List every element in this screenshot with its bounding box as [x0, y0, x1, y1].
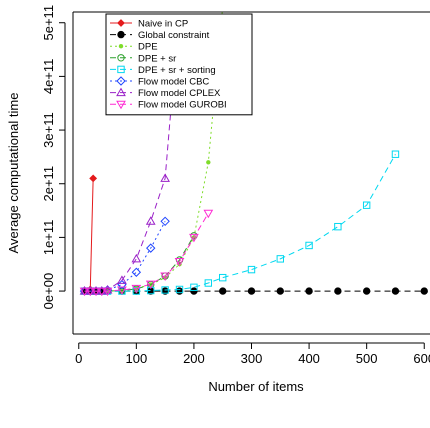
series-7-point-7 [131, 253, 142, 263]
series-2-point-11 [190, 287, 198, 295]
y-tick-label-4: 4e+11 [41, 59, 56, 95]
series-4-line [107, 235, 195, 292]
x-axis-title: Number of items [208, 379, 304, 394]
legend-entry-8: Flow model GUROBI [110, 100, 227, 111]
legend-marker-5 [117, 65, 125, 74]
series-5-point-16 [305, 241, 313, 250]
legend-label-3: DPE [138, 42, 158, 53]
x-tick-label-500: 500 [356, 351, 378, 366]
series-5-point-15 [276, 255, 284, 263]
axes-layer: 0 100 200 300 400 500 600 0e+00 1e+11 2e+11 3e+11 4… [41, 5, 430, 366]
series-5-point-11 [190, 283, 198, 292]
legend-entry-7: Flow model CPLEX [110, 87, 221, 99]
legend-entry-3: DPE [110, 42, 158, 53]
legend-marker-6 [116, 76, 126, 86]
y-tick-label-1: 1e+11 [41, 220, 56, 256]
series-6-point-7 [131, 267, 142, 277]
y-tick-label-2: 2e+11 [41, 166, 56, 202]
legend-label-8: Flow model GUROBI [138, 100, 227, 111]
y-tick-label-3: 3e+11 [41, 112, 56, 148]
series-2-point-12 [219, 287, 227, 295]
series-2-point-19 [420, 287, 428, 295]
series-8-line [84, 212, 209, 292]
series-5-point-19 [391, 150, 400, 158]
legend-entry-1: Naive in CP [110, 19, 188, 30]
series-1-point-4 [89, 174, 98, 183]
series-2-point-10 [175, 287, 184, 295]
series-2-point-15 [305, 287, 313, 295]
x-tick-label-0: 0 [75, 351, 82, 366]
series-8-point-10 [174, 258, 185, 267]
series-8-point-7 [131, 284, 142, 294]
series-2-point-16 [334, 287, 342, 295]
series-2-point-18 [391, 287, 400, 295]
legend-marker-7 [116, 87, 126, 97]
legend-label-1: Naive in CP [138, 19, 188, 30]
series-8-point-8 [145, 280, 156, 290]
x-tick-label-600: 600 [413, 351, 430, 366]
series-5-point-17 [334, 222, 342, 231]
series-7-point-8 [145, 216, 156, 225]
legend-box [105, 13, 253, 116]
series-8-point-4 [96, 287, 107, 297]
series-5 [80, 150, 400, 295]
series-layer [79, 12, 428, 297]
series-2-point-14 [276, 287, 284, 295]
series-3-point-8 [206, 160, 211, 165]
legend-entry-6: Flow model CBC [110, 76, 209, 88]
legend-entry-4: DPE + sr [110, 53, 176, 64]
legend-marker-3 [118, 44, 124, 49]
legend-marker-4 [117, 54, 125, 62]
legend-marker-8 [116, 100, 126, 110]
x-tick-label-200: 200 [183, 351, 205, 366]
series-8-point-12 [203, 209, 214, 219]
legend-entry-5: DPE + sr + sorting [110, 65, 216, 76]
legend-label-6: Flow model CBC [138, 77, 209, 88]
series-6-point-8 [146, 243, 156, 253]
series-5-point-13 [219, 273, 227, 282]
legend-entry-2: Global constraint [110, 30, 210, 41]
x-tick-label-100: 100 [125, 351, 147, 366]
series-5-point-9 [161, 286, 169, 294]
legend-label-4: DPE + sr [138, 53, 176, 64]
series-5-point-14 [247, 265, 256, 274]
series-8 [79, 209, 214, 297]
series-6-line [84, 221, 166, 292]
y-axis-title: Average computational time [6, 93, 21, 254]
x-tick-label-400: 400 [298, 351, 320, 366]
y-tick-label-0: 0e+00 [41, 273, 56, 310]
series-8-point-1 [79, 287, 90, 297]
series-7-point-9 [160, 173, 170, 182]
series-2-point-13 [247, 287, 256, 295]
legend-marker-2 [117, 30, 125, 39]
series-7-line [84, 12, 180, 292]
series-5-point-18 [362, 201, 371, 209]
series-8-point-3 [91, 287, 101, 297]
series-8-point-11 [189, 233, 199, 243]
series-5-point-10 [175, 285, 184, 294]
series-5-line [84, 153, 396, 292]
series-7-point-6 [117, 275, 127, 284]
legend-marker-1 [117, 19, 125, 27]
x-tick-label-300: 300 [241, 351, 263, 366]
series-6-point-9 [160, 216, 170, 227]
series-2-point-17 [362, 287, 371, 295]
series-3-line [107, 12, 223, 292]
series-8-point-2 [85, 287, 96, 297]
legend-label-5: DPE + sr + sorting [138, 65, 216, 76]
series-5-point-12 [204, 279, 213, 287]
legend-label-7: Flow model CPLEX [138, 88, 221, 99]
series-8-point-6 [117, 286, 127, 296]
legend-label-2: Global constraint [138, 30, 210, 41]
y-tick-label-5: 5e+11 [41, 5, 56, 41]
series-8-point-5 [102, 287, 113, 297]
series-8-point-9 [160, 272, 170, 282]
